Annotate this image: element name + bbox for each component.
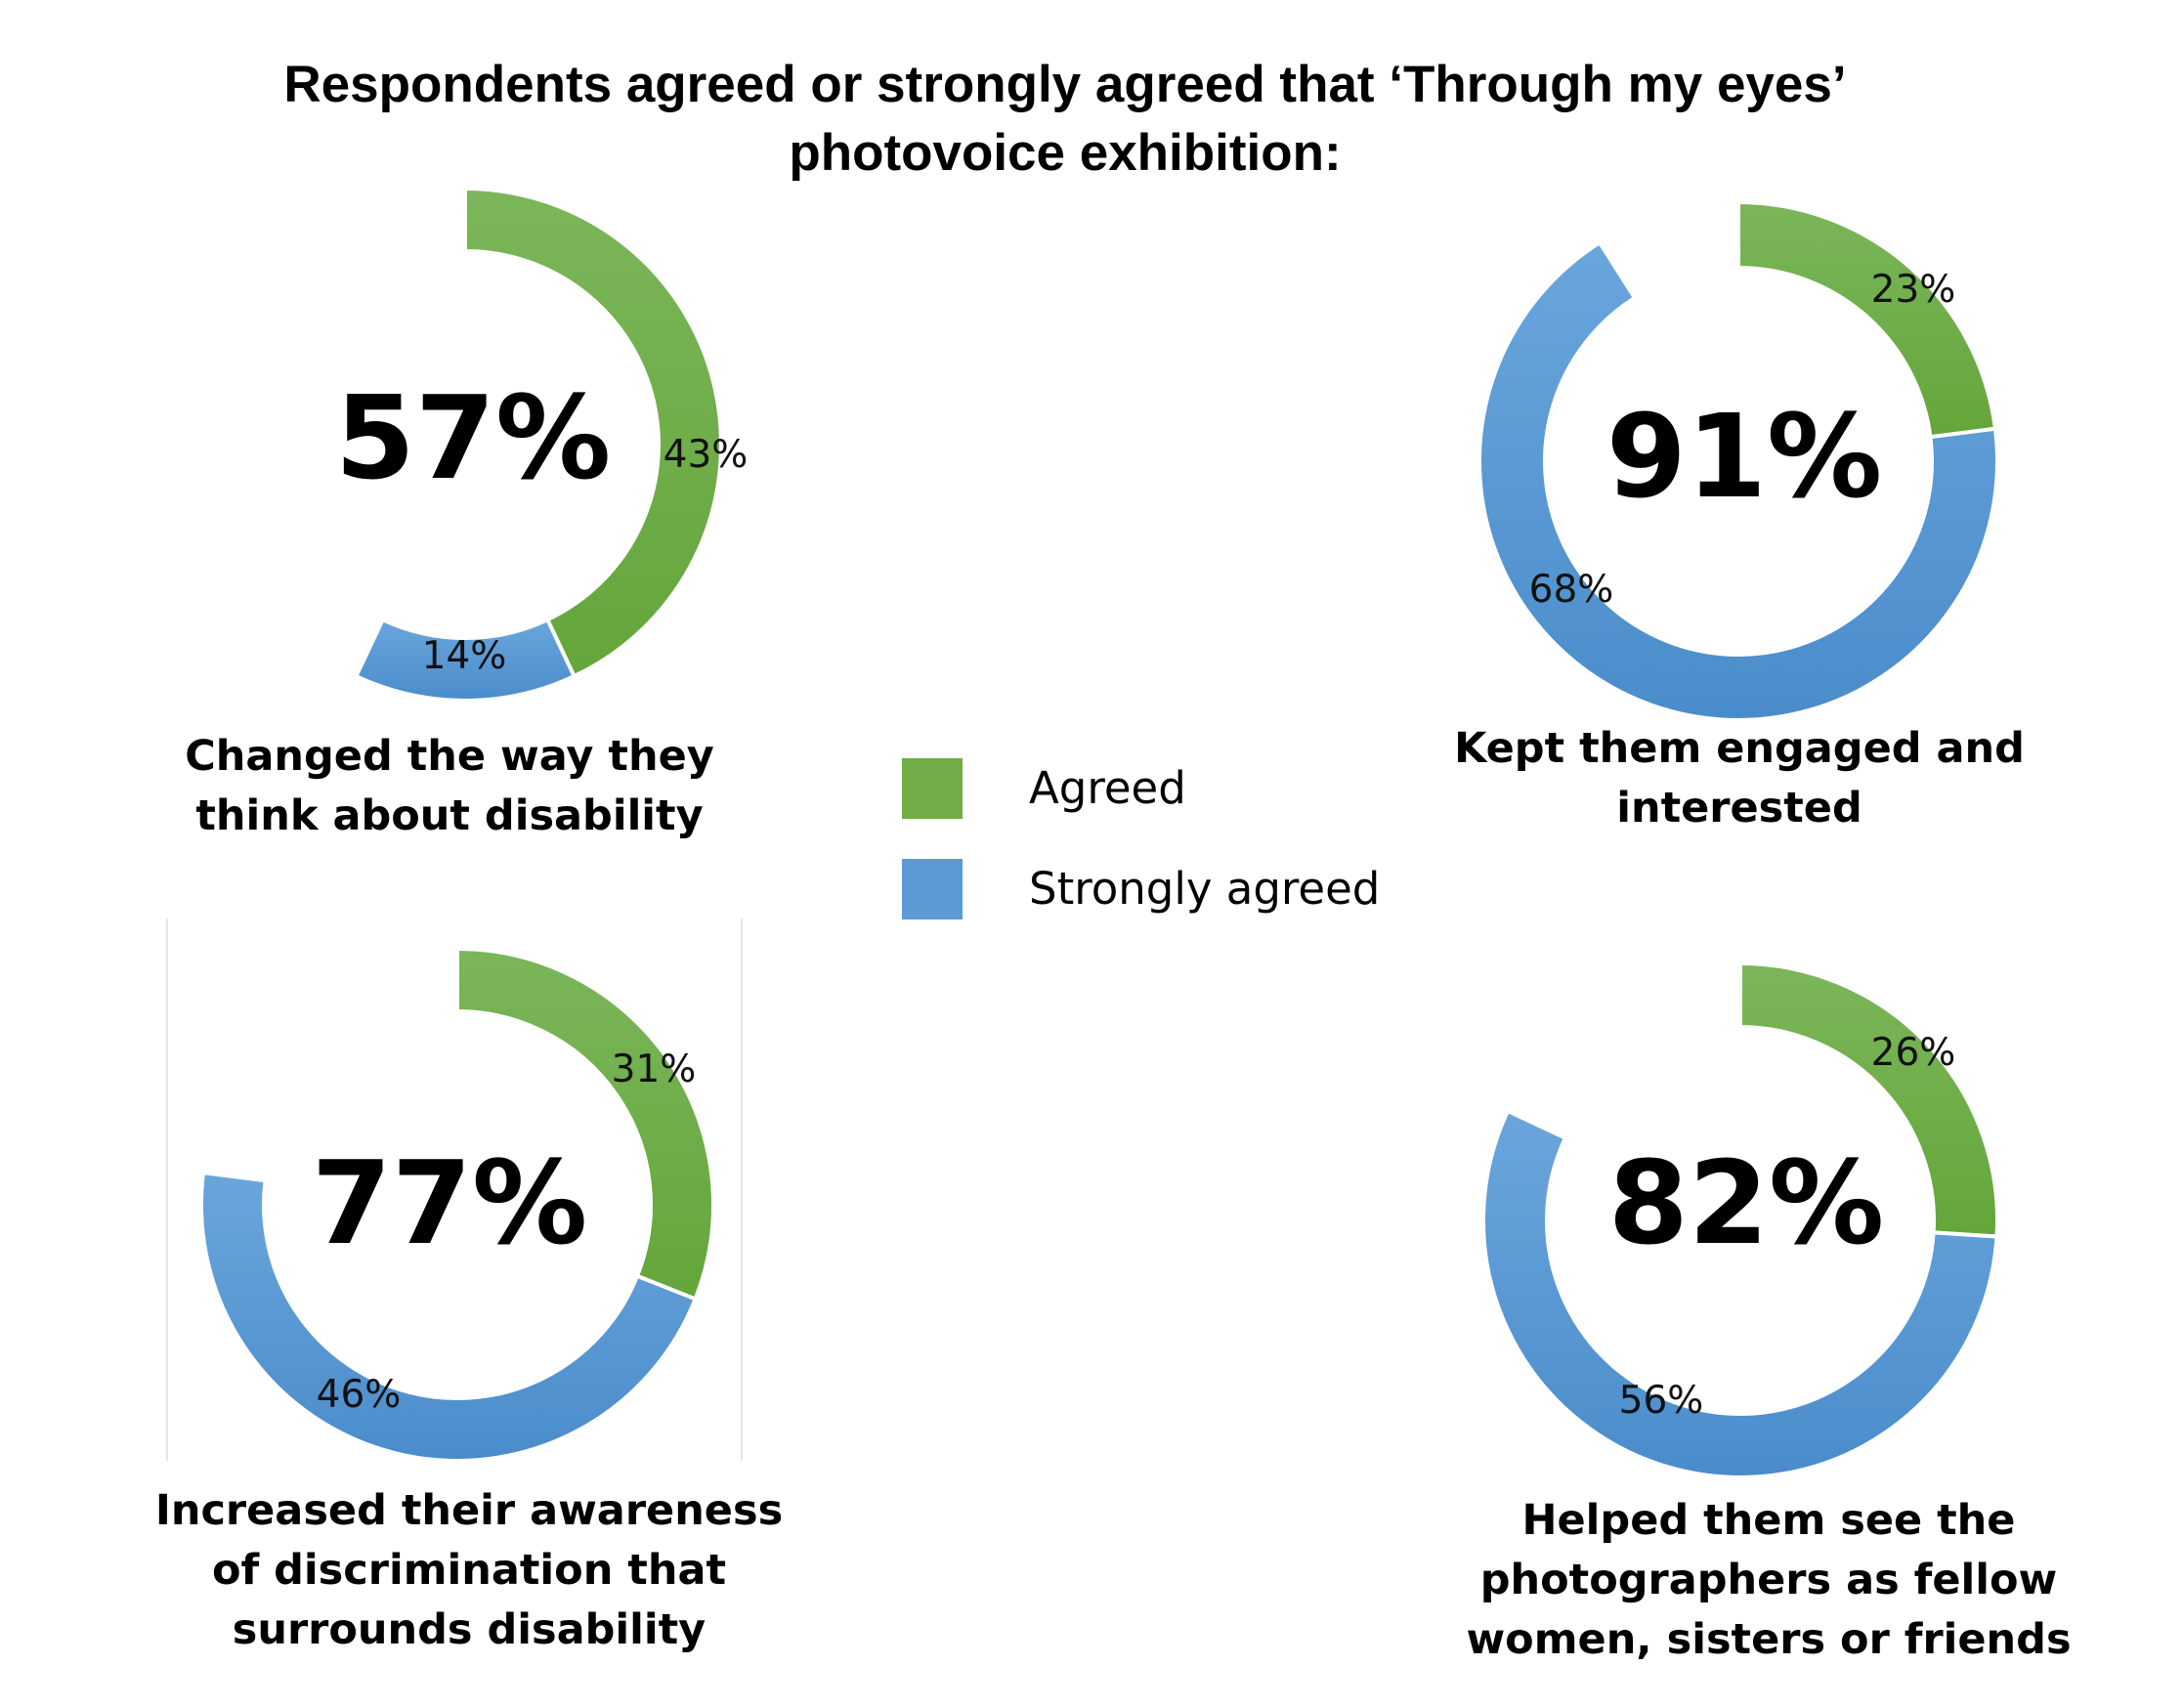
caption-chart-2: Kept them engaged and interested <box>1427 719 2052 838</box>
data-label-strongly-agreed: 56% <box>1619 1379 1704 1423</box>
total-label: 91% <box>1606 389 1882 524</box>
caption-line: interested <box>1616 784 1862 833</box>
slice-strongly-agreed <box>1481 1108 1999 1479</box>
data-label-agreed: 23% <box>1871 268 1956 312</box>
title-line-2: photovoice exhibition: <box>789 124 1342 182</box>
legend-swatch-agreed <box>902 758 963 819</box>
caption-line: Changed the way they <box>185 732 714 781</box>
data-label-agreed: 31% <box>612 1047 697 1091</box>
caption-chart-4: Helped them see the photographers as fel… <box>1427 1491 2111 1670</box>
data-label-strongly-agreed: 14% <box>422 634 507 678</box>
donut-chart-2: 23% 68% 91% <box>1477 199 1999 722</box>
caption-chart-1: Changed the way they think about disabil… <box>127 727 772 846</box>
total-label: 57% <box>335 370 611 505</box>
panel-divider-left <box>166 918 168 1461</box>
panel-divider-right <box>741 918 743 1461</box>
caption-line: surrounds disability <box>232 1605 706 1654</box>
caption-line: Kept them engaged and <box>1454 724 2025 773</box>
total-label: 77% <box>312 1135 587 1270</box>
donut-chart-4: 26% 56% 82% <box>1481 961 1999 1479</box>
data-label-strongly-agreed: 68% <box>1529 568 1614 612</box>
caption-line: women, sisters or friends <box>1466 1615 2072 1664</box>
caption-line: photographers as fellow <box>1479 1556 2058 1604</box>
data-label-agreed: 26% <box>1871 1031 1956 1075</box>
caption-chart-3: Increased their awareness of discriminat… <box>127 1481 811 1660</box>
caption-line: think about disability <box>195 791 704 840</box>
legend-label-agreed: Agreed <box>1029 762 1186 814</box>
slice-agreed <box>455 946 715 1302</box>
data-label-strongly-agreed: 46% <box>317 1373 402 1417</box>
title-line-1: Respondents agreed or strongly agreed th… <box>283 56 1847 113</box>
donut-chart-1: 43% 14% 57% <box>335 186 749 703</box>
slice-strongly-agreed <box>1477 239 1999 722</box>
total-label: 82% <box>1608 1135 1884 1270</box>
caption-line: Helped them see the <box>1521 1496 2016 1545</box>
slice-strongly-agreed <box>353 617 578 703</box>
data-label-agreed: 43% <box>663 433 749 477</box>
slice-agreed <box>463 186 723 679</box>
slice-strongly-agreed <box>199 1170 699 1463</box>
caption-line: Increased their awareness <box>154 1486 784 1535</box>
chart-title: Respondents agreed or strongly agreed th… <box>0 51 2130 188</box>
donut-chart-3: 31% 46% 77% <box>199 946 715 1463</box>
caption-line: of discrimination that <box>211 1546 727 1595</box>
legend-label-strongly-agreed: Strongly agreed <box>1029 863 1381 915</box>
legend-swatch-strongly-agreed <box>902 859 963 919</box>
